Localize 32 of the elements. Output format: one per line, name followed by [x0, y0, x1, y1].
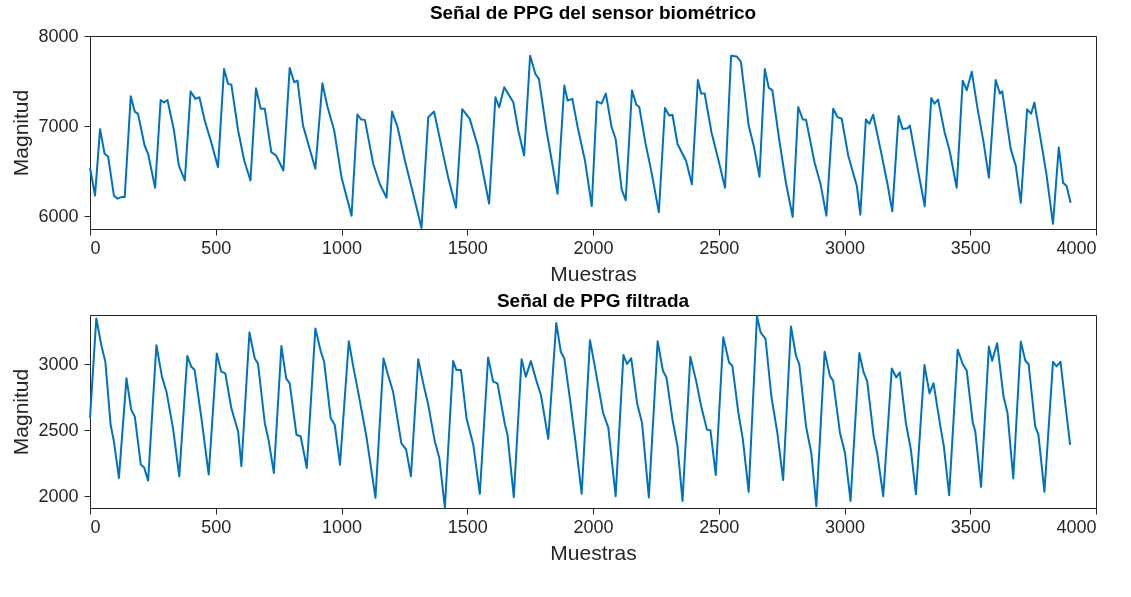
x-tick-label: 500: [201, 516, 232, 537]
x-tick-label: 1000: [321, 237, 363, 258]
x-axis-title: Muestras: [550, 540, 637, 564]
y-axis-title: Magnitud: [9, 368, 33, 456]
x-tick-label: 4000: [1056, 237, 1097, 258]
x-tick-label: 1500: [447, 237, 488, 258]
x-tick-label: 2000: [573, 237, 614, 258]
x-tick-label: 0: [90, 516, 101, 537]
y-tick-label: 2500: [38, 419, 79, 440]
x-tick-label: 500: [201, 237, 232, 258]
x-axis-title: Muestras: [550, 261, 637, 285]
x-tick-label: 3000: [824, 237, 866, 258]
x-tick-label: 3000: [824, 516, 866, 537]
chart-title: Señal de PPG del sensor biométrico: [429, 2, 757, 23]
y-tick-label: 6000: [38, 205, 79, 226]
x-tick-label: 2000: [573, 516, 614, 537]
y-tick-label: 8000: [38, 25, 79, 46]
x-tick-label: 0: [90, 237, 101, 258]
x-tick-label: 3500: [950, 237, 991, 258]
x-tick-label: 3500: [950, 516, 991, 537]
x-tick-label: 1000: [321, 516, 363, 537]
y-tick-label: 2000: [38, 485, 79, 506]
x-tick-label: 2500: [699, 516, 740, 537]
y-tick-label: 7000: [38, 115, 79, 136]
line-series: [89, 54, 1072, 230]
x-tick-label: 4000: [1056, 516, 1097, 537]
line-series: [89, 315, 1072, 509]
x-tick-label: 1500: [447, 516, 488, 537]
chart-title: Señal de PPG filtrada: [496, 290, 690, 311]
y-axis-title: Magnitud: [9, 89, 33, 177]
x-tick-label: 2500: [699, 237, 740, 258]
y-tick-label: 3000: [38, 353, 79, 374]
